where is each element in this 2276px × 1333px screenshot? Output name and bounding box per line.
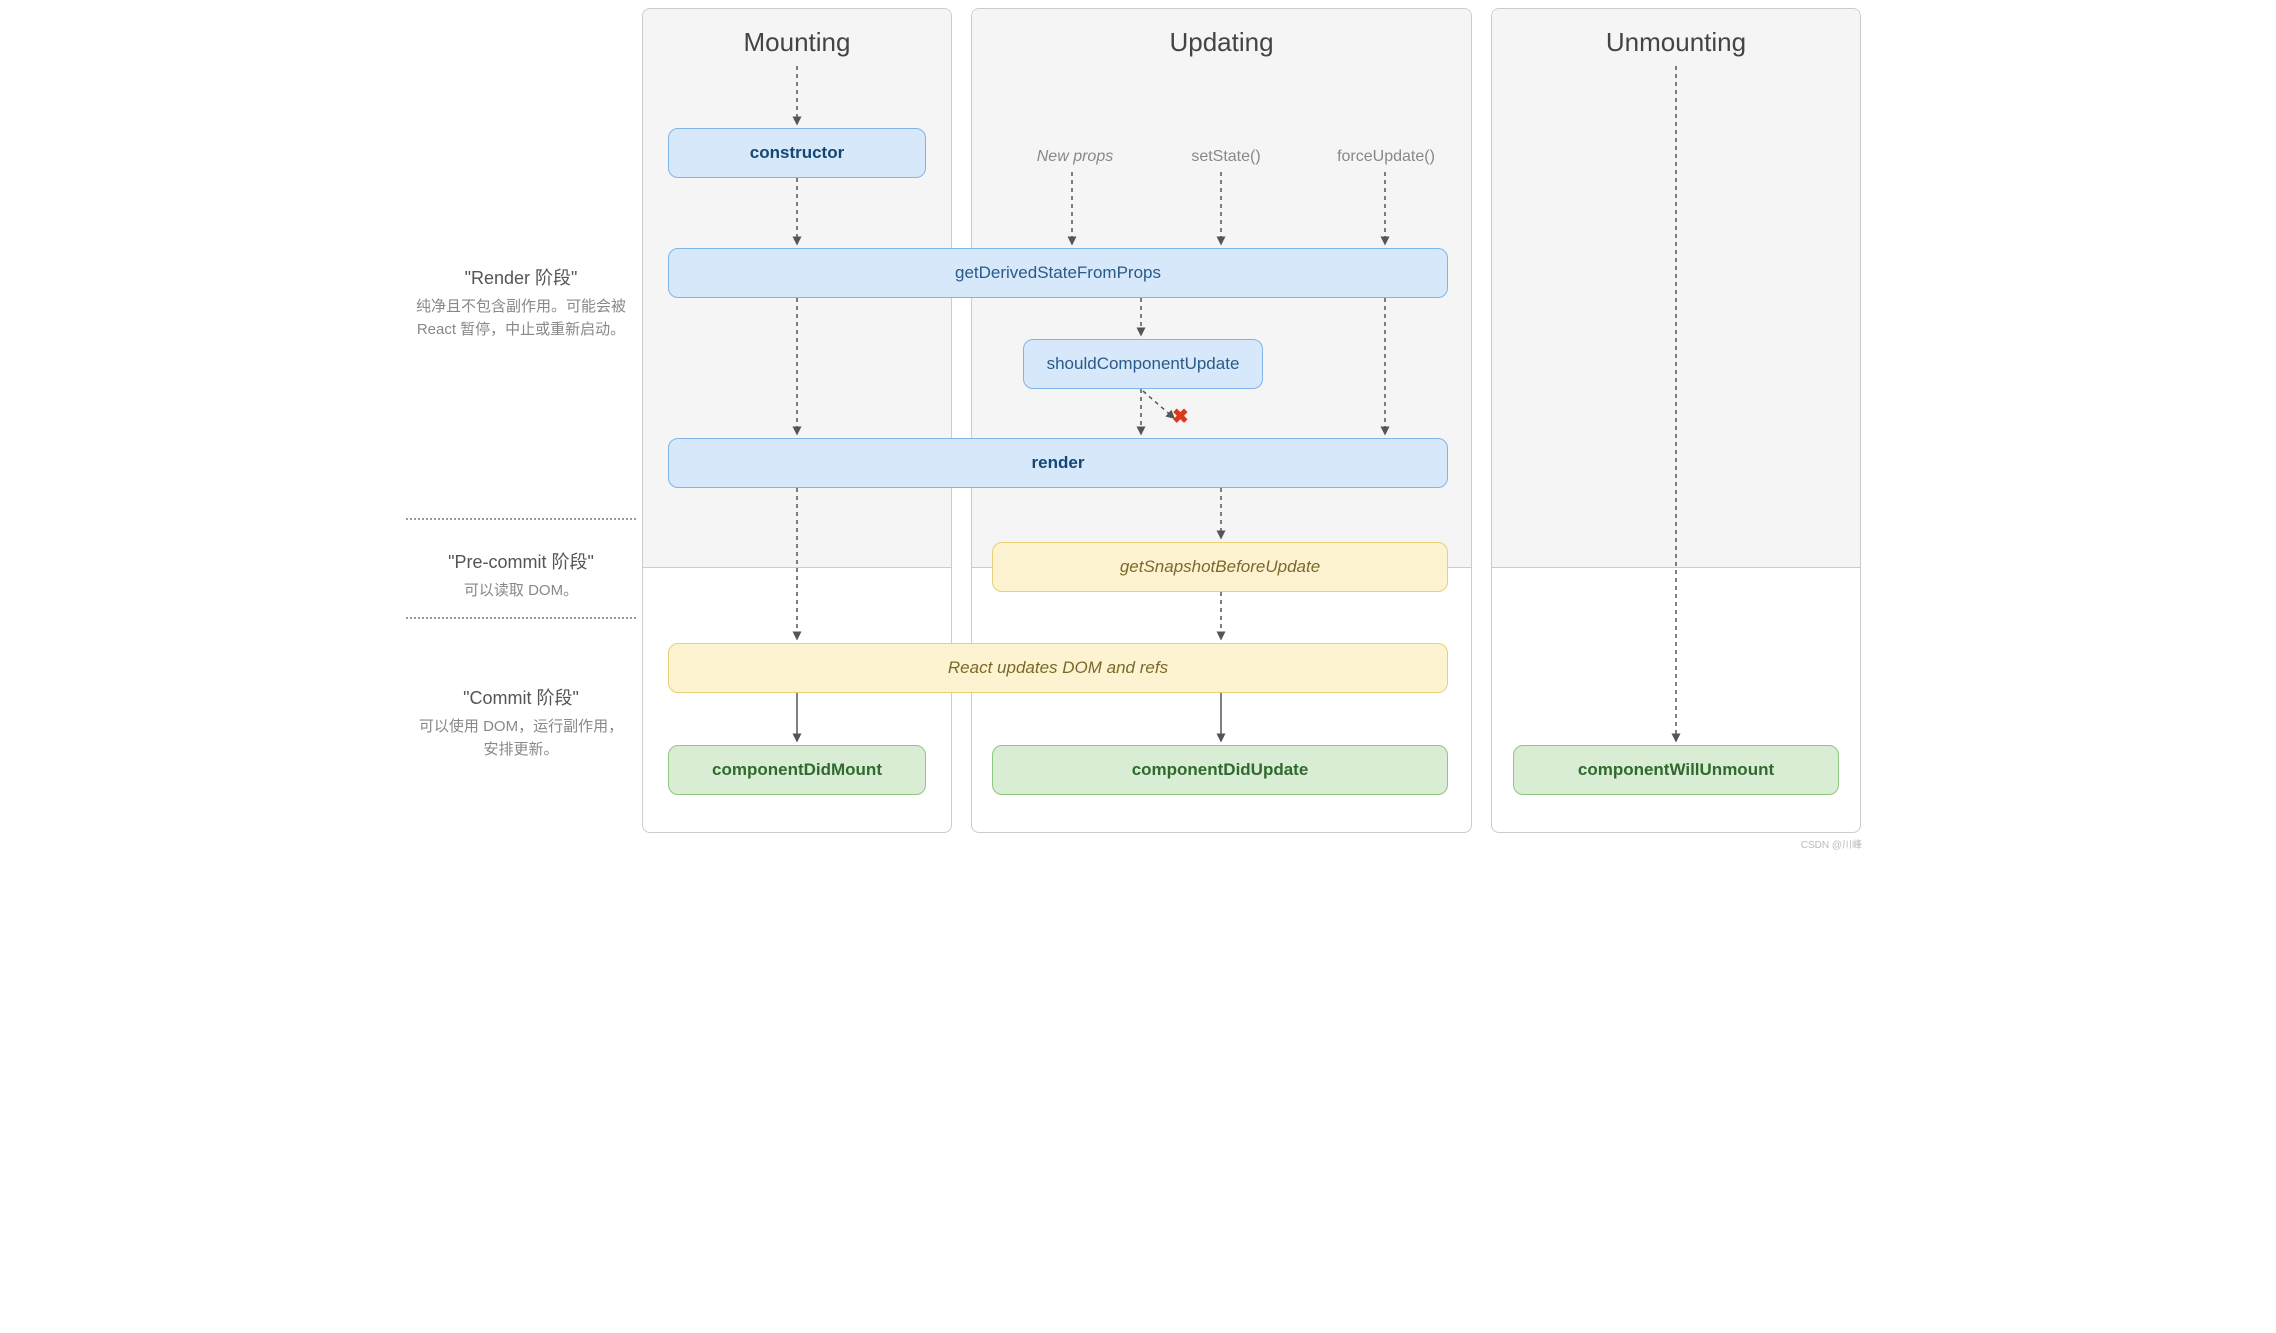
trigger-newprops: New props xyxy=(1025,148,1125,166)
phase-render-label: "Render 阶段" 纯净且不包含副作用。可能会被 React 暂停，中止或重… xyxy=(416,264,626,341)
node-render: render xyxy=(668,438,1448,488)
node-reactupdatesdom: React updates DOM and refs xyxy=(668,643,1448,693)
divider-commit xyxy=(406,617,636,619)
node-getsnapshotbeforeupdate: getSnapshotBeforeUpdate xyxy=(992,542,1448,592)
phase-render-desc: 纯净且不包含副作用。可能会被 React 暂停，中止或重新启动。 xyxy=(416,296,626,341)
phase-commit-title: "Commit 阶段" xyxy=(416,684,626,710)
col-unmounting: Unmounting xyxy=(1491,8,1861,833)
node-constructor: constructor xyxy=(668,128,926,178)
node-componentdidmount: componentDidMount xyxy=(668,745,926,795)
watermark: CSDN @川峰 xyxy=(1801,836,1862,851)
node-componentwillunmount: componentWillUnmount xyxy=(1513,745,1839,795)
col-updating: Updating xyxy=(971,8,1472,833)
divider-precommit xyxy=(406,518,636,520)
trigger-forceupdate: forceUpdate() xyxy=(1326,148,1446,166)
lifecycle-diagram: "Render 阶段" 纯净且不包含副作用。可能会被 React 暂停，中止或重… xyxy=(406,0,1870,857)
phase-precommit-desc: 可以读取 DOM。 xyxy=(416,580,626,603)
phase-precommit-title: "Pre-commit 阶段" xyxy=(416,548,626,574)
phase-render-title: "Render 阶段" xyxy=(416,264,626,290)
col-unmounting-shade xyxy=(1492,9,1860,568)
col-updating-title: Updating xyxy=(972,27,1471,58)
node-shouldcomponentupdate: shouldComponentUpdate xyxy=(1023,339,1263,389)
node-getderivedstatefromprops: getDerivedStateFromProps xyxy=(668,248,1448,298)
phase-commit-desc: 可以使用 DOM，运行副作用，安排更新。 xyxy=(416,716,626,761)
col-unmounting-title: Unmounting xyxy=(1492,27,1860,58)
trigger-setstate: setState() xyxy=(1181,148,1271,166)
node-componentdidupdate: componentDidUpdate xyxy=(992,745,1448,795)
x-icon: ✖ xyxy=(1172,404,1189,429)
phase-commit-label: "Commit 阶段" 可以使用 DOM，运行副作用，安排更新。 xyxy=(416,684,626,761)
phase-precommit-label: "Pre-commit 阶段" 可以读取 DOM。 xyxy=(416,548,626,603)
col-mounting-title: Mounting xyxy=(643,27,951,58)
